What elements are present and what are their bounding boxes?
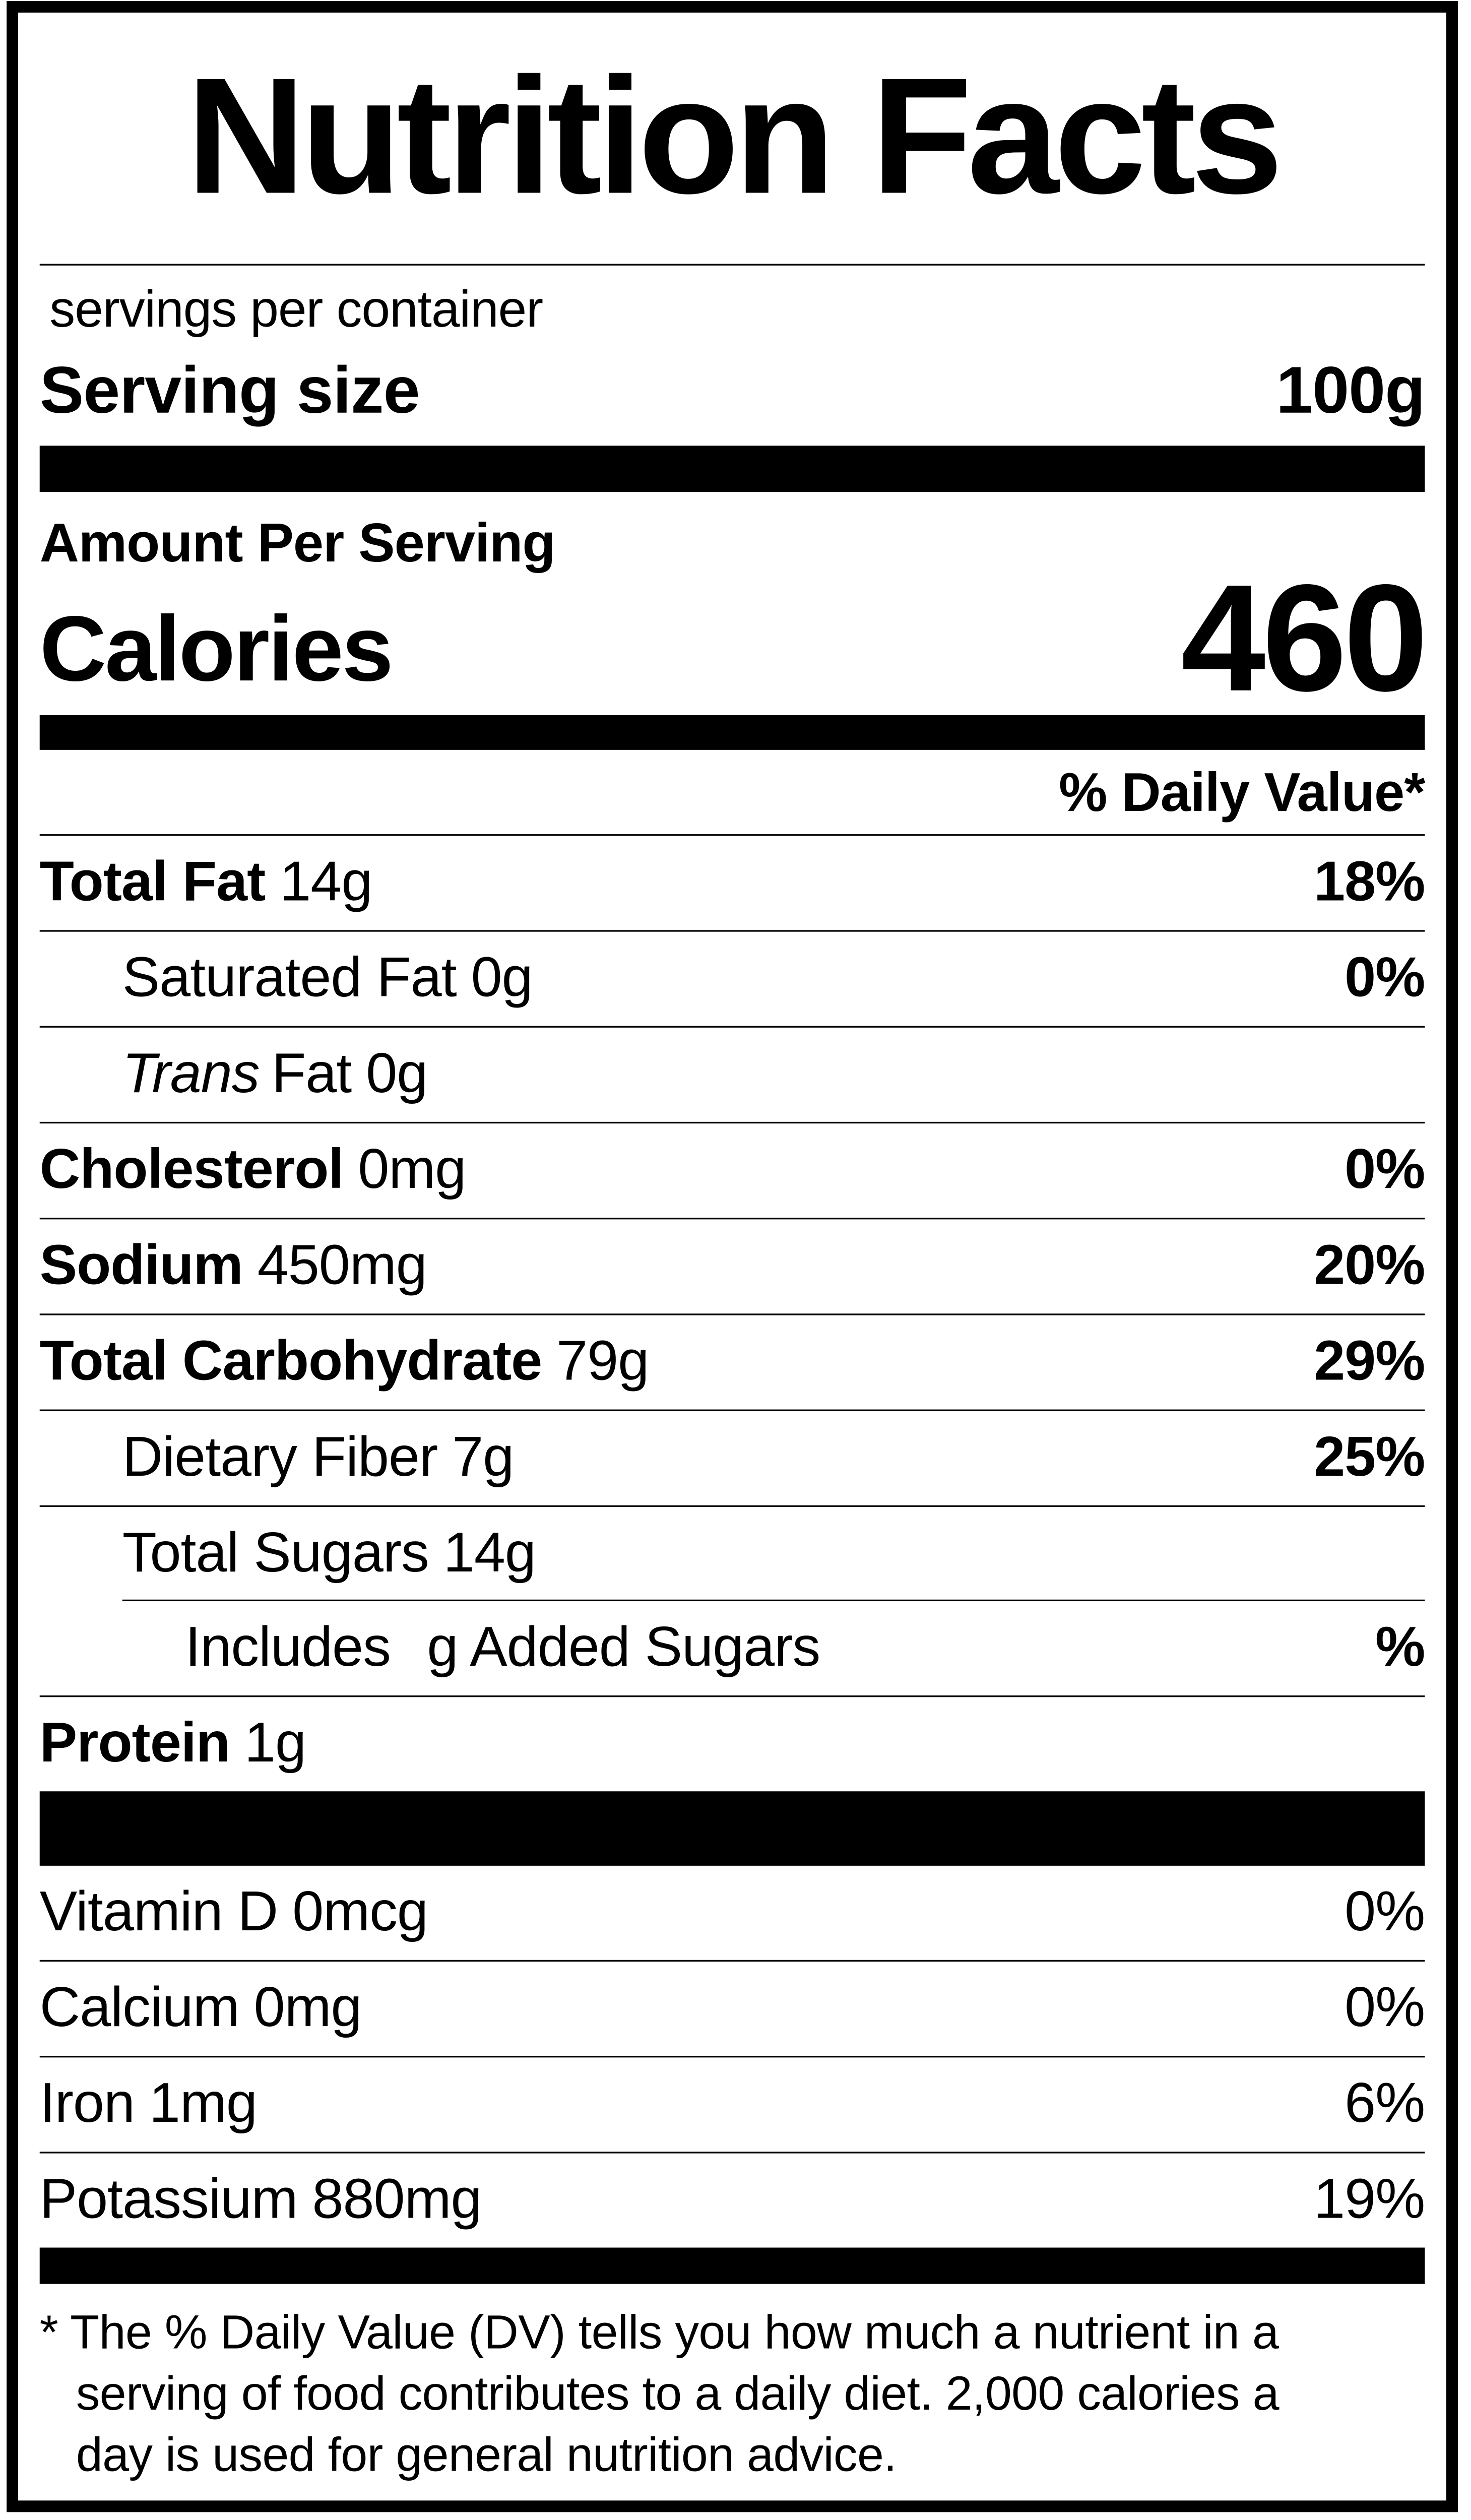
serving-size-label: Serving size bbox=[39, 354, 420, 428]
nutrient-row-total-carbohydrate: Total Carbohydrate 79g 29% bbox=[39, 1314, 1425, 1410]
daily-value-header: % Daily Value* bbox=[1059, 762, 1425, 824]
divider-extra-thick-bar bbox=[39, 1792, 1425, 1865]
nutrient-name-amount: Potassium 880mg bbox=[39, 2169, 482, 2232]
nutrient-name-amount: Vitamin D 0mcg bbox=[39, 1881, 428, 1944]
nutrient-name-amount: Trans Fat 0g bbox=[122, 1043, 428, 1106]
nutrient-name-amount: Total Fat 14g bbox=[39, 851, 373, 914]
vitamin-row-potassium: Potassium 880mg 19% bbox=[39, 2152, 1425, 2248]
nutrient-percent: 6% bbox=[1345, 2073, 1425, 2136]
nutrient-name-amount: Iron 1mg bbox=[39, 2073, 258, 2136]
divider-bar bbox=[39, 716, 1425, 751]
nutrient-percent: 0% bbox=[1345, 1139, 1425, 1202]
calories-row: Calories 460 bbox=[39, 554, 1428, 724]
vitamin-row-iron: Iron 1mg 6% bbox=[39, 2056, 1425, 2152]
nutrient-row-cholesterol: Cholesterol 0mg 0% bbox=[39, 1122, 1425, 1218]
nutrient-row-total-sugars: Total Sugars 14g bbox=[39, 1506, 1425, 1602]
divider-medium-bar bbox=[39, 2248, 1425, 2285]
nutrient-row-trans-fat: Trans Fat 0g bbox=[39, 1027, 1425, 1122]
nutrient-percent: 0% bbox=[1345, 1977, 1425, 2040]
nutrient-name-amount: Saturated Fat 0g bbox=[122, 947, 533, 1011]
nutrient-name-amount: Cholesterol 0mg bbox=[39, 1139, 467, 1202]
calories-label: Calories bbox=[39, 597, 394, 701]
nutrient-name-amount: Protein 1g bbox=[39, 1713, 306, 1776]
nutrient-percent: 20% bbox=[1314, 1235, 1425, 1298]
amount-per-serving-label: Amount Per Serving bbox=[39, 512, 556, 573]
title-block: Nutrition Facts bbox=[39, 13, 1425, 266]
nutrient-percent: 25% bbox=[1314, 1426, 1425, 1490]
nutrient-row-dietary-fiber: Dietary Fiber 7g 25% bbox=[39, 1410, 1425, 1506]
nutrient-percent: 0% bbox=[1345, 947, 1425, 1011]
nutrition-facts-label: Nutrition Facts servings per container S… bbox=[7, 1, 1458, 2513]
calories-value: 460 bbox=[1181, 554, 1428, 724]
nutrient-row-total-fat: Total Fat 14g 18% bbox=[39, 835, 1425, 931]
nutrient-row-saturated-fat: Saturated Fat 0g 0% bbox=[39, 930, 1425, 1027]
daily-value-footnote: * The % Daily Value (DV) tells you how m… bbox=[39, 2308, 1280, 2483]
nutrient-name-amount: Total Carbohydrate 79g bbox=[39, 1331, 650, 1394]
nutrient-percent: % bbox=[1375, 1616, 1425, 1680]
nutrient-percent: 0% bbox=[1345, 1881, 1425, 1944]
nutrient-percent: 29% bbox=[1314, 1331, 1425, 1394]
nutrient-name-amount: Total Sugars 14g bbox=[122, 1523, 536, 1586]
vitamin-row-calcium: Calcium 0mg 0% bbox=[39, 1961, 1425, 2056]
nutrient-name-amount: Calcium 0mg bbox=[39, 1977, 362, 2040]
nutrient-name-amount: Dietary Fiber 7g bbox=[122, 1426, 515, 1490]
nutrient-name-amount: Includes g Added Sugars bbox=[185, 1616, 820, 1680]
nutrient-row-added-sugars: Includes g Added Sugars % bbox=[40, 1600, 1425, 1696]
label-title: Nutrition Facts bbox=[186, 44, 1284, 229]
nutrient-row-sodium: Sodium 450mg 20% bbox=[39, 1218, 1425, 1314]
nutrient-percent: 19% bbox=[1314, 2169, 1425, 2232]
nutrient-name-amount: Sodium 450mg bbox=[39, 1235, 427, 1298]
serving-size-value: 100g bbox=[1276, 354, 1425, 428]
serving-size-row: Serving size 100g bbox=[39, 343, 1426, 446]
nutrient-row-protein: Protein 1g bbox=[39, 1696, 1425, 1792]
divider-thick-bar bbox=[39, 446, 1425, 492]
nutrient-percent: 18% bbox=[1314, 851, 1425, 914]
servings-per-container: servings per container bbox=[49, 280, 543, 339]
vitamin-row-vitamin-d: Vitamin D 0mcg 0% bbox=[39, 1864, 1425, 1961]
